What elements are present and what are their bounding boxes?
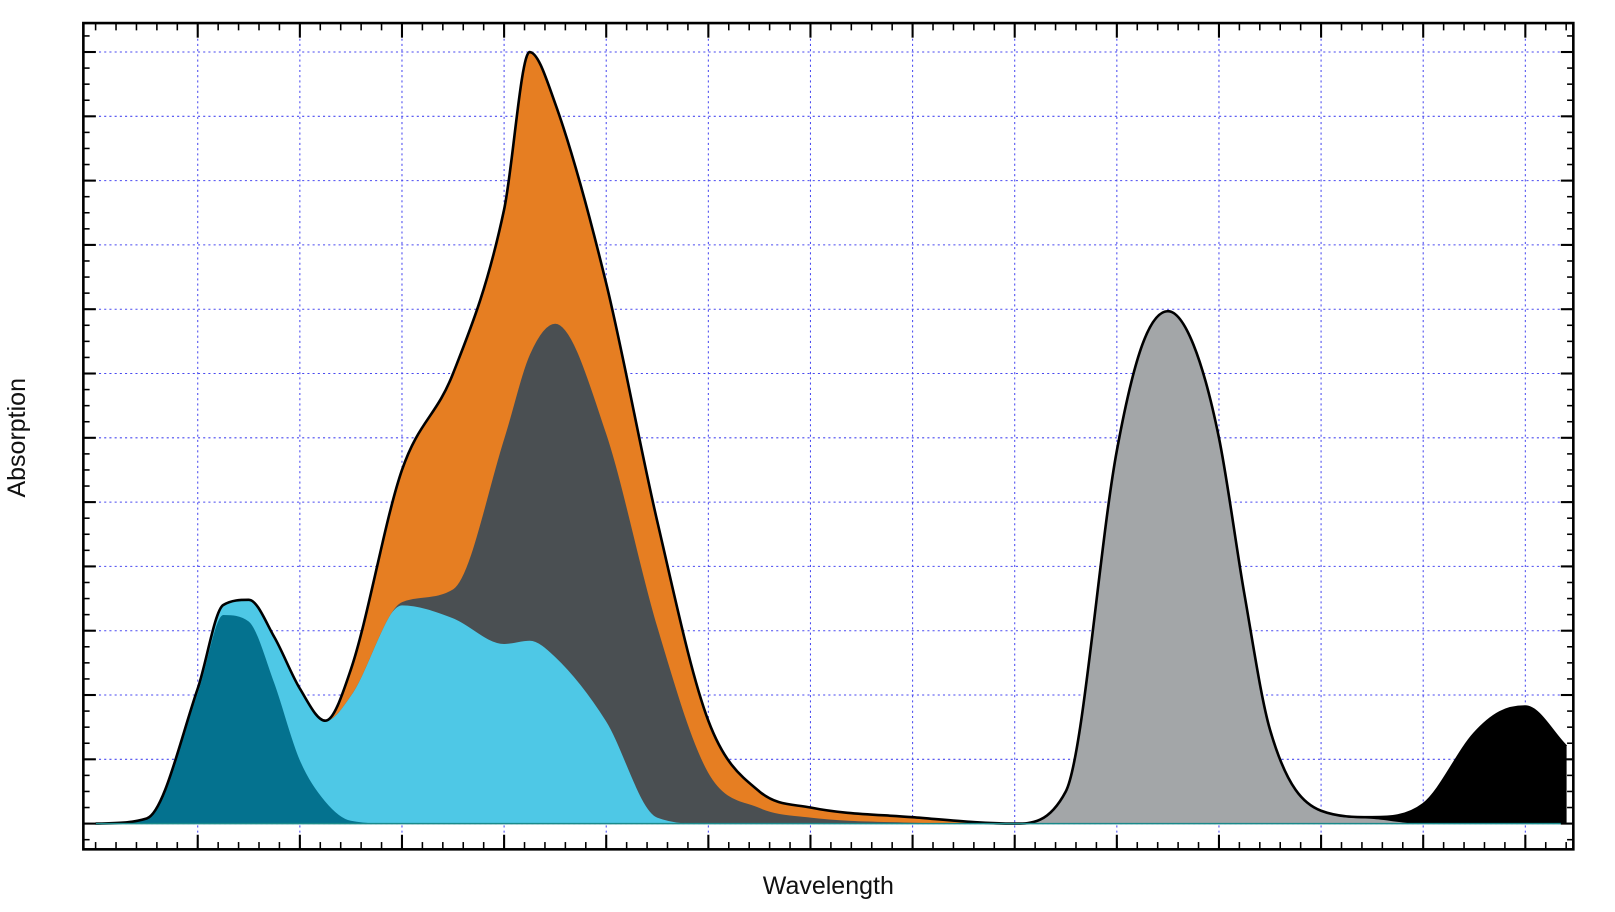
outline (95, 50, 1568, 825)
plot-frame (82, 21, 1575, 851)
plot-area (83, 23, 1574, 850)
x-axis-label: Wavelength (763, 872, 894, 900)
y-axis-label: Absorption (3, 378, 31, 498)
